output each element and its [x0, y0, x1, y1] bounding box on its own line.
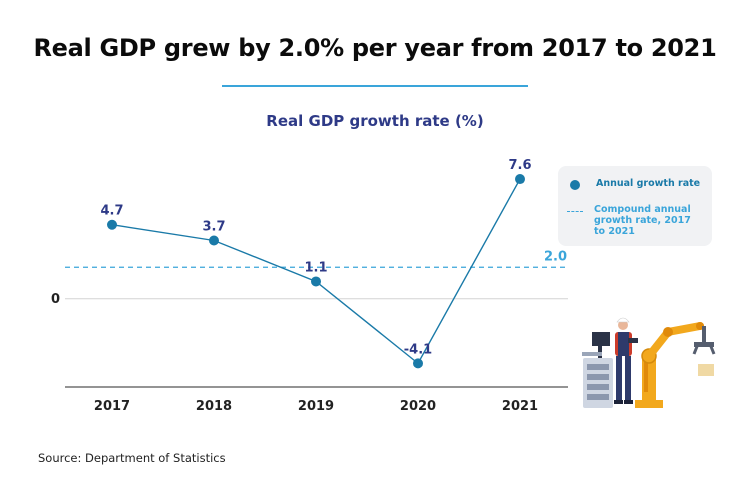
- x-tick-label: 2017: [94, 399, 130, 414]
- data-label: 4.7: [100, 204, 123, 219]
- data-point: [107, 219, 117, 230]
- x-tick-label: 2018: [196, 399, 232, 414]
- source-note: Source: Department of Statistics: [38, 451, 226, 465]
- factory-worker-robot-arm-icon: [582, 317, 716, 408]
- chart-legend: Annual growth rate Compound annual growt…: [558, 166, 712, 246]
- x-tick-label: 2021: [502, 399, 538, 414]
- legend-dash-icon: [567, 211, 583, 212]
- data-label: 3.7: [202, 219, 225, 234]
- page-headline: Real GDP grew by 2.0% per year from 2017…: [33, 34, 717, 62]
- legend-item-reference: Compound annual growth rate, 2017 to 202…: [567, 204, 704, 237]
- data-point: [515, 174, 525, 185]
- reference-line-label: 2.0: [544, 249, 567, 264]
- legend-label-reference: Compound annual growth rate, 2017 to 202…: [594, 204, 691, 237]
- legend-item-series: Annual growth rate: [570, 178, 706, 190]
- data-point: [209, 235, 219, 246]
- y-tick-label: 0: [51, 292, 60, 307]
- x-tick-label: 2020: [400, 399, 436, 414]
- data-point: [413, 358, 423, 369]
- chart-title: Real GDP growth rate (%): [266, 112, 484, 130]
- data-point: [311, 276, 321, 287]
- data-label: -4.1: [404, 342, 432, 357]
- legend-label-series: Annual growth rate: [596, 178, 701, 189]
- data-label: 7.6: [508, 158, 531, 173]
- data-label: 1.1: [304, 260, 327, 275]
- headline-divider: [222, 85, 528, 87]
- x-tick-label: 2019: [298, 399, 334, 414]
- legend-dot-icon: [570, 180, 580, 190]
